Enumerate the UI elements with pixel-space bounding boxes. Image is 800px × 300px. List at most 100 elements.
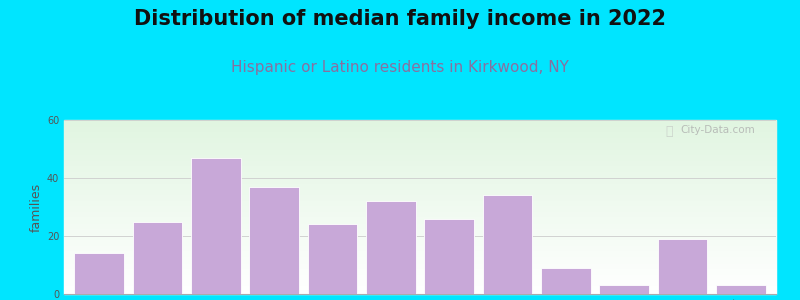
Bar	[64, 136, 776, 137]
Bar	[64, 155, 776, 156]
Bar	[64, 198, 776, 199]
Bar	[64, 244, 776, 245]
Bar	[64, 178, 776, 179]
Bar	[64, 289, 776, 290]
Bar	[64, 282, 776, 283]
Bar	[64, 245, 776, 246]
Bar	[64, 128, 776, 129]
Bar	[64, 250, 776, 251]
Bar	[64, 255, 776, 256]
Bar	[64, 209, 776, 210]
Bar	[64, 160, 776, 161]
Bar	[64, 272, 776, 273]
Bar	[64, 120, 776, 121]
Bar	[64, 254, 776, 255]
Bar	[64, 207, 776, 208]
Bar	[64, 152, 776, 153]
Bar	[64, 236, 776, 237]
Text: Distribution of median family income in 2022: Distribution of median family income in …	[134, 9, 666, 29]
Bar	[64, 231, 776, 232]
Bar	[64, 248, 776, 249]
Bar	[64, 233, 776, 234]
Bar	[64, 189, 776, 190]
Bar	[64, 280, 776, 281]
Bar	[64, 226, 776, 227]
Bar	[64, 275, 776, 276]
Bar	[64, 187, 776, 188]
Bar	[64, 285, 776, 286]
Bar	[64, 278, 776, 279]
Bar	[64, 214, 776, 215]
Bar	[64, 261, 776, 262]
Bar	[64, 264, 776, 265]
Bar	[64, 288, 776, 289]
Bar	[64, 195, 776, 196]
Bar	[64, 268, 776, 269]
Text: Hispanic or Latino residents in Kirkwood, NY: Hispanic or Latino residents in Kirkwood…	[231, 60, 569, 75]
Bar	[64, 142, 776, 143]
Bar	[64, 247, 776, 248]
Bar	[64, 144, 776, 145]
Bar	[64, 220, 776, 221]
Bar	[658, 239, 707, 294]
Bar	[64, 240, 776, 241]
Bar	[64, 259, 776, 260]
Bar	[64, 137, 776, 138]
Bar	[64, 228, 776, 229]
Bar	[64, 267, 776, 268]
Bar	[64, 203, 776, 204]
Bar	[64, 123, 776, 124]
Bar	[64, 284, 776, 285]
Bar	[64, 212, 776, 213]
Bar	[64, 243, 776, 244]
Bar	[64, 145, 776, 146]
Bar	[64, 242, 776, 243]
Bar	[64, 219, 776, 220]
Bar	[64, 238, 776, 239]
Bar	[64, 286, 776, 287]
Bar	[64, 156, 776, 157]
Bar	[64, 266, 776, 267]
Bar	[64, 199, 776, 200]
Bar	[64, 281, 776, 282]
Bar	[64, 221, 776, 222]
Bar	[308, 224, 358, 294]
Bar	[64, 183, 776, 184]
Bar	[74, 254, 124, 294]
Bar	[64, 224, 776, 225]
Bar	[482, 195, 532, 294]
Bar	[64, 223, 776, 224]
Bar	[64, 158, 776, 159]
Bar	[64, 169, 776, 170]
Bar	[64, 138, 776, 139]
Bar	[64, 202, 776, 203]
Bar	[64, 218, 776, 219]
Bar	[64, 167, 776, 168]
Bar	[64, 190, 776, 191]
Bar	[64, 148, 776, 149]
Bar	[64, 161, 776, 162]
Bar	[64, 258, 776, 259]
Bar	[64, 171, 776, 172]
Bar	[64, 192, 776, 193]
Text: City-Data.com: City-Data.com	[680, 125, 754, 135]
Bar	[64, 133, 776, 134]
Bar	[64, 262, 776, 263]
Bar	[64, 173, 776, 174]
Bar	[64, 162, 776, 163]
Bar	[64, 164, 776, 165]
Bar	[64, 188, 776, 189]
Bar	[64, 213, 776, 214]
Bar	[64, 140, 776, 141]
Bar	[64, 135, 776, 136]
Bar	[64, 227, 776, 228]
Bar	[64, 168, 776, 169]
Bar	[64, 151, 776, 152]
Bar	[64, 185, 776, 186]
Bar	[64, 290, 776, 291]
Bar	[64, 169, 776, 170]
Bar	[64, 166, 776, 167]
Bar	[64, 131, 776, 132]
Bar	[64, 163, 776, 164]
Bar	[64, 141, 776, 142]
